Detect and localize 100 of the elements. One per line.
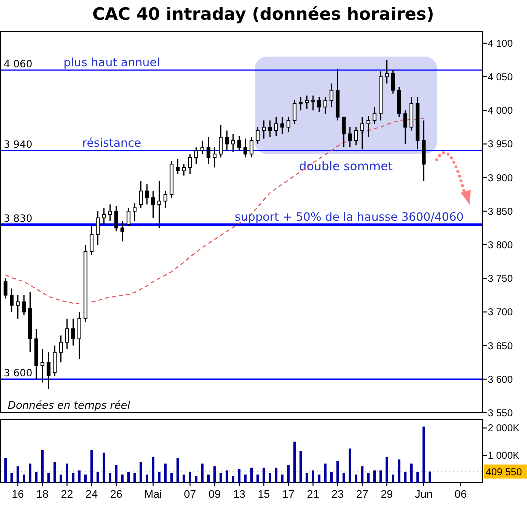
bar <box>96 472 100 483</box>
candlestick <box>188 154 192 176</box>
candlestick <box>212 146 217 168</box>
candlestick <box>324 96 328 115</box>
candlestick <box>164 190 168 209</box>
x-tick-label: 22 <box>61 489 74 501</box>
bar <box>170 473 174 483</box>
x-tick-label: 09 <box>208 489 221 501</box>
bar <box>164 464 167 483</box>
y-tick-label: 3 700 <box>488 308 514 319</box>
bar <box>182 474 186 483</box>
bar <box>398 460 401 483</box>
candlestick <box>182 164 186 176</box>
candlestick <box>348 126 352 148</box>
bar <box>262 468 266 483</box>
candlestick <box>53 345 57 377</box>
x-tick-label: 27 <box>356 489 369 501</box>
bar <box>140 462 142 483</box>
candlestick <box>231 134 236 153</box>
bar <box>226 470 228 483</box>
bar <box>66 464 69 483</box>
x-tick-label: 16 <box>12 489 24 501</box>
annotation: plus haut annuel <box>64 55 160 70</box>
candlestick <box>200 140 204 155</box>
x-tick-label: 21 <box>307 489 320 501</box>
candlestick <box>256 126 260 145</box>
bar <box>152 456 155 483</box>
bar <box>410 464 413 483</box>
bar <box>4 458 8 483</box>
bar <box>134 473 136 483</box>
candlestick <box>102 207 106 226</box>
bar <box>416 472 420 483</box>
candlestick <box>250 136 254 158</box>
candlestick <box>330 83 334 108</box>
x-tick-label: 23 <box>332 489 344 501</box>
bar <box>361 466 364 483</box>
bar <box>428 472 432 483</box>
bar <box>16 466 20 483</box>
ref-line-label: 3 830 <box>4 214 33 225</box>
annotation: résistance <box>82 136 142 150</box>
candlestick <box>292 100 297 125</box>
band-label: double sommet <box>299 159 394 174</box>
bar <box>48 473 50 483</box>
candlestick <box>90 224 94 256</box>
y-tick-label: 3 950 <box>488 140 514 151</box>
bar <box>22 474 26 483</box>
candlestick <box>274 116 278 137</box>
candlestick <box>280 116 284 135</box>
y-tick-label: 3 550 <box>488 408 514 420</box>
candlestick <box>372 106 377 125</box>
bar <box>128 472 130 483</box>
bar <box>374 470 376 483</box>
bar <box>201 464 204 483</box>
bar <box>306 473 308 483</box>
bar <box>35 472 38 483</box>
candlestick <box>176 158 180 176</box>
candlestick <box>108 204 112 222</box>
bar <box>238 469 241 483</box>
candlestick <box>385 60 389 84</box>
bar <box>41 450 44 483</box>
bar <box>336 461 340 483</box>
candlestick <box>262 120 266 140</box>
x-tick-label: 18 <box>36 489 49 501</box>
candlestick <box>40 348 45 384</box>
annotation: Données en temps réel <box>8 400 131 412</box>
bar <box>256 474 260 483</box>
bar <box>109 473 112 483</box>
bar <box>404 472 407 483</box>
x-tick-label: 06 <box>454 489 467 501</box>
bar <box>392 474 394 483</box>
bar <box>244 474 247 483</box>
bar <box>102 452 106 483</box>
bar <box>214 466 216 483</box>
bar <box>29 464 32 483</box>
bar <box>54 462 56 483</box>
candlestick <box>299 96 303 112</box>
x-tick-label: 13 <box>233 489 246 501</box>
candlestick <box>219 124 223 158</box>
x-tick-label: 17 <box>282 489 295 501</box>
candlestick <box>46 352 51 390</box>
candlestick <box>366 115 371 138</box>
y-tick-label: 2 000K <box>488 424 520 435</box>
bar <box>342 473 346 483</box>
candlestick <box>225 130 230 152</box>
y-tick-label: 3 850 <box>488 206 514 218</box>
y-tick-label: 1 000K <box>488 451 520 462</box>
ref-line-label: 4 060 <box>4 59 33 70</box>
candlestick <box>311 95 316 112</box>
bar <box>115 465 118 483</box>
bar <box>422 426 426 483</box>
candlestick <box>151 190 156 219</box>
bar <box>294 442 296 483</box>
candlestick <box>206 136 211 165</box>
bar <box>250 468 254 483</box>
bar <box>287 465 290 483</box>
bar <box>348 448 352 483</box>
candlestick <box>133 202 137 222</box>
candlestick <box>342 116 346 148</box>
y-tick-label: 3 900 <box>488 173 514 184</box>
bar <box>367 473 370 483</box>
